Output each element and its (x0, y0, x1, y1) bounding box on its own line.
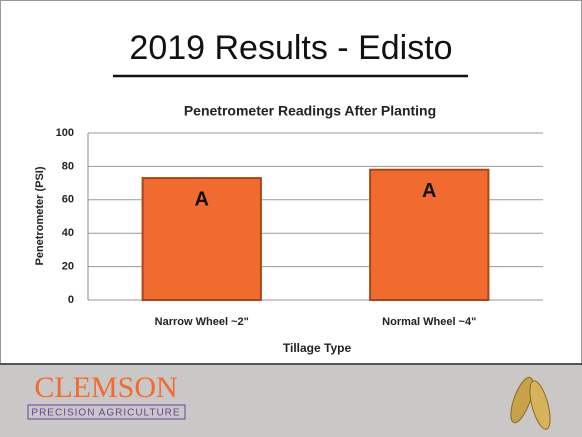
y-axis-title: Penetrometer (PSI) (34, 166, 46, 265)
bar (141, 177, 262, 301)
x-tick-label: Narrow Wheel ~2" (155, 316, 249, 328)
footer-logo: CLEMSON (34, 371, 177, 404)
x-axis-title: Tillage Type (283, 341, 352, 355)
x-tick-label: Normal Wheel ~4" (382, 316, 476, 328)
footer-band (0, 364, 582, 437)
footer-logo-subtitle: PRECISION AGRICULTURE (31, 408, 180, 419)
y-tick-label: 100 (56, 127, 74, 139)
chart-title: Penetrometer Readings After Planting (184, 103, 436, 119)
bar (369, 168, 490, 301)
y-tick-label: 0 (68, 294, 74, 306)
y-tick-label: 60 (62, 194, 74, 206)
soybean-icon (510, 376, 551, 430)
y-tick-label: 20 (62, 261, 74, 273)
footer-logo-box (27, 404, 186, 420)
y-tick-label: 40 (62, 227, 74, 239)
bar-annotation: A (195, 188, 209, 210)
y-tick-label: 80 (62, 160, 74, 172)
bar-annotation: A (422, 180, 436, 202)
slide-title: 2019 Results - Edisto (129, 29, 452, 67)
